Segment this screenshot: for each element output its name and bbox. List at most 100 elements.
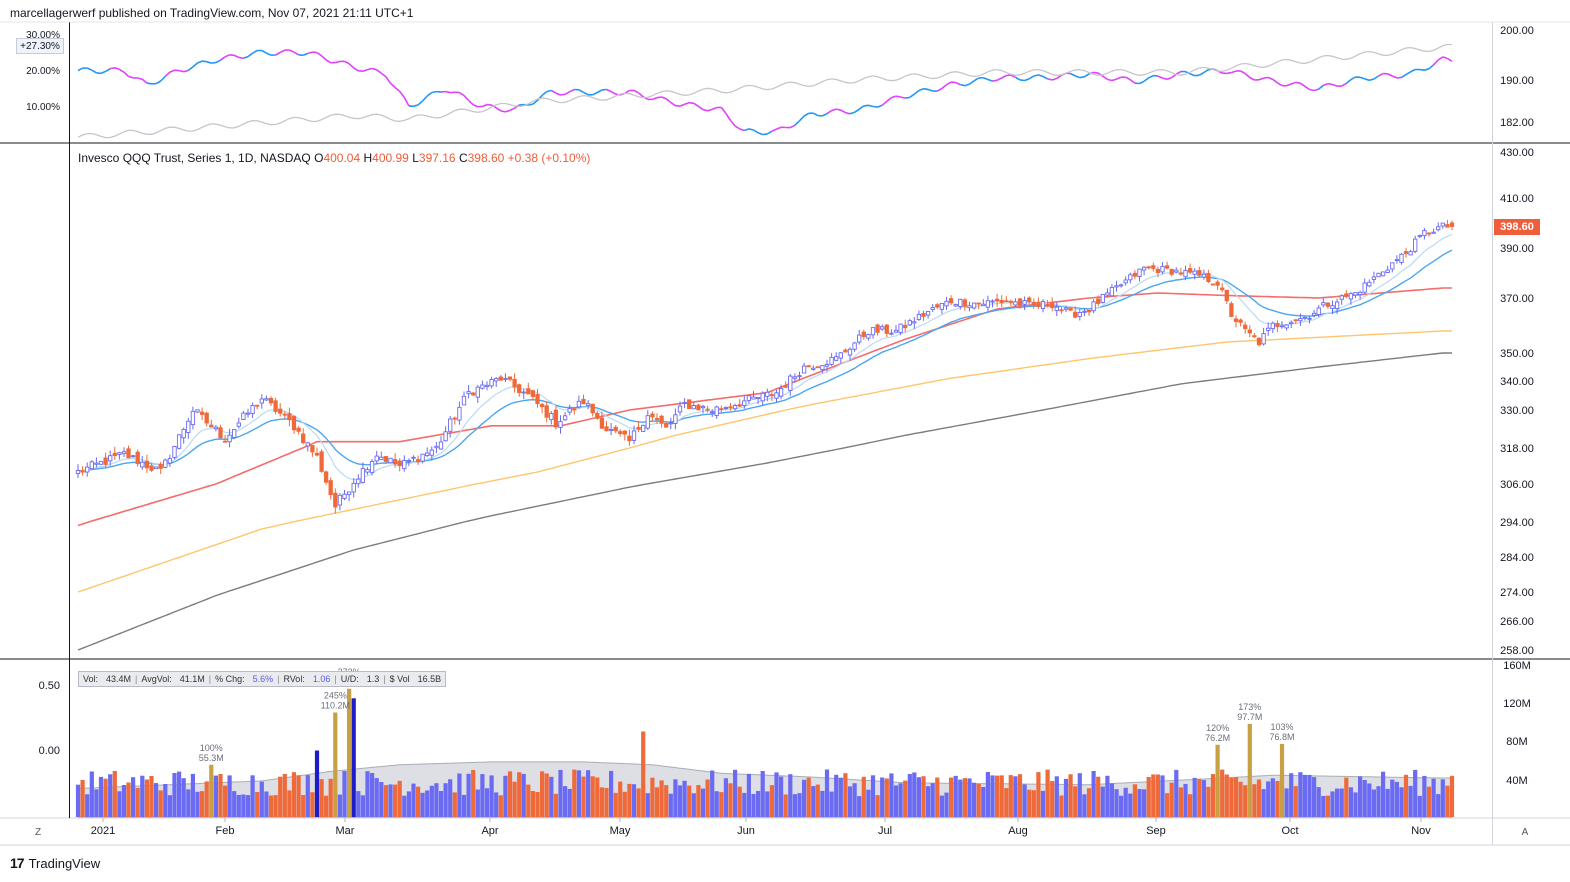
volume-bar <box>236 794 241 817</box>
volume-bar <box>1403 774 1409 817</box>
rs-line-segment <box>110 67 115 70</box>
volume-bar <box>268 795 274 817</box>
rs-line-segment <box>1295 81 1301 84</box>
time-axis-label: Aug <box>1008 825 1028 837</box>
candle-body <box>1440 222 1445 227</box>
volume-bar <box>305 775 310 817</box>
candle-body <box>1118 284 1124 287</box>
rs-line-segment <box>849 111 855 115</box>
volume-bar <box>112 771 117 817</box>
rs-line-segment <box>776 126 782 130</box>
candle-body <box>1339 295 1344 300</box>
candle-body <box>1247 329 1252 334</box>
candle-body <box>305 442 310 447</box>
rs-line-segment <box>812 112 819 117</box>
volume-bar <box>907 774 912 817</box>
volume-bar <box>1362 780 1367 817</box>
candle-body <box>1348 293 1354 300</box>
volume-bar <box>916 777 921 817</box>
volume-bar <box>1275 781 1280 817</box>
volume-bar <box>645 793 650 817</box>
volume-bar <box>1119 795 1124 817</box>
volume-bar <box>480 774 485 817</box>
volume-bar <box>135 787 140 817</box>
volume-bar <box>1022 784 1027 817</box>
candle-body <box>1238 319 1243 323</box>
volume-bar <box>604 787 609 817</box>
candle-body <box>291 415 297 431</box>
volume-bar <box>654 787 660 817</box>
volume-bar <box>131 777 136 817</box>
candle-body <box>158 464 163 469</box>
candle-body <box>1431 231 1436 234</box>
candle-body <box>535 394 540 404</box>
candle-body <box>700 405 706 409</box>
candle-body <box>1417 235 1422 238</box>
candle-body <box>866 334 871 339</box>
volume-bar <box>847 786 853 817</box>
candle-body <box>682 402 687 404</box>
candle-body <box>1261 333 1266 345</box>
volume-bar <box>397 780 402 817</box>
candle-body <box>1233 318 1239 323</box>
volume-bar <box>144 779 149 817</box>
volume-bar <box>507 771 513 817</box>
rs-line-segment <box>1042 75 1048 80</box>
candle-body <box>369 461 375 473</box>
high-label: H <box>363 151 373 165</box>
rvol-label: RVol: <box>283 674 305 684</box>
candle-body <box>388 457 393 464</box>
rs-line-segment <box>1231 70 1237 74</box>
candle-body <box>117 452 122 455</box>
rs-line-segment <box>951 81 956 84</box>
candle-body <box>618 431 623 435</box>
volume-bar <box>1096 776 1101 817</box>
timezone-button[interactable]: Z <box>34 826 42 838</box>
rs-line-segment <box>431 90 437 94</box>
candle-body <box>438 441 444 450</box>
volume-bar <box>972 782 977 817</box>
auto-scale-button[interactable]: A <box>1521 826 1529 838</box>
volume-bar <box>200 791 205 817</box>
rs-line-segment <box>1378 72 1384 77</box>
candle-body <box>696 404 701 411</box>
rs-line-segment <box>1364 78 1370 82</box>
volume-bar <box>448 779 453 817</box>
volume-bar <box>1045 769 1050 817</box>
change-value: +0.38 (+0.10%) <box>507 151 591 165</box>
rs-line-segment <box>495 107 502 112</box>
volume-bar <box>1266 781 1271 817</box>
candle-body <box>186 420 191 433</box>
volume-bar <box>1086 788 1092 817</box>
rs-line-segment <box>872 105 878 108</box>
volume-bar <box>650 777 655 817</box>
rs-line-segment <box>1056 74 1062 80</box>
volume-bar <box>1210 774 1216 817</box>
candle-body <box>746 395 752 401</box>
rs-line-segment <box>670 101 676 107</box>
volume-bar <box>618 781 623 817</box>
candle-body <box>815 366 820 369</box>
volume-bar <box>1059 795 1064 817</box>
candle-body <box>925 311 931 316</box>
volume-bar <box>691 793 696 817</box>
rs-benchmark-line <box>77 43 1452 139</box>
volume-bar <box>94 789 99 817</box>
rs-line-segment <box>881 100 888 106</box>
rs-line-segment <box>1093 71 1099 74</box>
rs-line-segment <box>1111 78 1117 82</box>
tradingview-brand[interactable]: 17 TradingView <box>10 855 100 871</box>
rs-line-segment <box>367 67 373 71</box>
rs-line-segment <box>803 112 810 117</box>
volume-bar <box>765 791 770 817</box>
candle-body <box>89 461 94 470</box>
volume-bar <box>1279 743 1285 817</box>
candle-body <box>641 424 646 432</box>
rs-line-segment <box>845 111 851 115</box>
candle-body <box>1426 232 1432 235</box>
candle-body <box>1008 300 1013 303</box>
volume-bar <box>1137 789 1142 817</box>
candle-body <box>562 415 568 421</box>
volume-bar <box>1004 788 1009 817</box>
